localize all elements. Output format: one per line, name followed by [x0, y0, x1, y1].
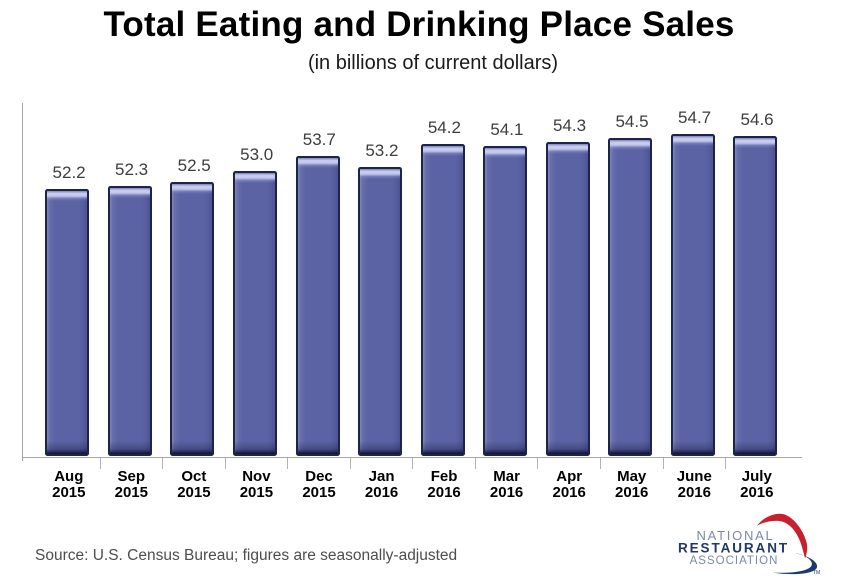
svg-text:TM: TM: [813, 570, 820, 576]
svg-text:ASSOCIATION: ASSOCIATION: [690, 555, 779, 567]
svg-text:NATIONAL: NATIONAL: [696, 528, 774, 543]
svg-text:RESTAURANT: RESTAURANT: [678, 540, 789, 555]
